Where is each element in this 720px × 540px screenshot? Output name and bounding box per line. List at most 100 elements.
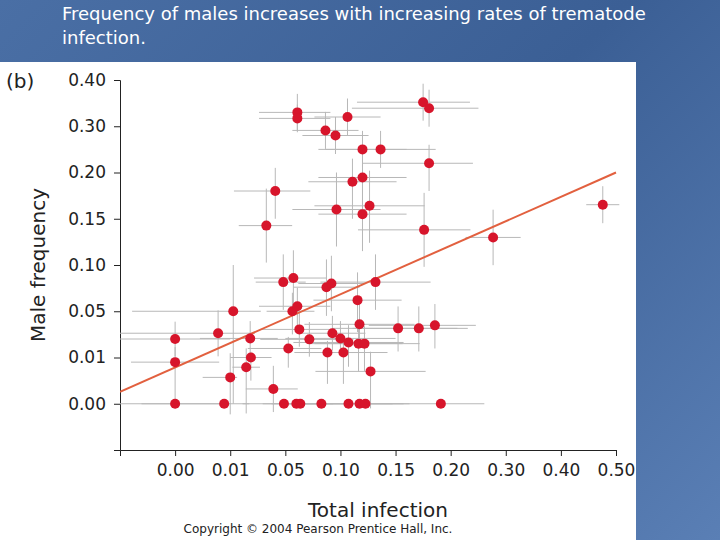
y-tick-label: 0.40 [68,70,106,90]
point [343,399,353,409]
point [370,277,380,287]
point [355,319,365,329]
fit-line [120,173,616,392]
point [219,399,229,409]
y-tick-mark [114,80,120,81]
x-tick-mark [616,450,617,456]
y-tick: 0.20 [68,162,120,182]
copyright: Copyright © 2004 Pearson Prentice Hall, … [184,522,453,536]
x-tick: 0.00 [157,450,195,480]
y-axis-title: Male frequency [26,188,50,342]
x-tick-label: 0.05 [267,460,305,480]
y-tick-mark [114,311,120,312]
point [278,277,288,287]
y-error-bar [230,353,231,414]
point [295,399,305,409]
y-tick: 0.01 [68,347,120,367]
y-axis: 0.00 0.01 0.05 0.10 0.15 0.20 0.30 0.40 [68,70,120,451]
point [320,125,330,135]
point [430,320,440,330]
y-error-bar [233,265,234,404]
point [366,366,376,376]
point [353,295,363,305]
point [170,334,180,344]
x-error-bar [132,311,261,312]
y-error-bar [327,341,328,384]
point [228,306,238,316]
y-tick: 0.30 [68,116,120,136]
point [598,200,608,210]
y-tick: 0.15 [68,209,120,229]
point [326,279,336,289]
point [292,113,302,123]
x-tick-mark [285,450,286,456]
y-error-bar [352,159,353,219]
x-error-bar [357,102,470,103]
y-tick: 0.05 [68,301,120,321]
point [424,103,434,113]
x-error-bar [358,229,470,230]
x-tick: 0.15 [377,450,415,480]
y-tick-mark [114,219,120,220]
x-tick: 0.10 [322,450,360,480]
point [279,399,289,409]
x-tick-mark [561,450,562,456]
point [357,172,367,182]
y-tick-label: 0.15 [68,209,106,229]
x-axis-line [121,451,617,457]
x-tick-label: 0.00 [157,460,195,480]
point [365,201,375,211]
x-tick-label: 0.15 [377,460,415,480]
y-tick: 0.00 [68,394,120,414]
slide-title: Frequency of males increases with increa… [62,2,662,50]
y-tick-label: 0.00 [68,394,106,414]
y-tick-mark [114,126,120,127]
x-error-bar [352,108,479,109]
lines [120,173,616,392]
x-error-bar [364,403,485,404]
x-tick-mark [230,450,231,456]
point [245,333,255,343]
point [213,328,223,338]
x-tick-mark [506,450,507,456]
x-tick-label: 0.50 [598,460,636,480]
x-tick-label: 0.20 [432,460,470,480]
x-tick: 0.01 [212,450,250,480]
y-tick-label: 0.10 [68,255,106,275]
point [359,339,369,349]
y-tick-label: 0.01 [68,347,106,367]
point [270,186,280,196]
point [261,221,271,231]
point [393,323,403,333]
x-tick-mark [451,450,452,456]
point [331,205,341,215]
y-error-bar [343,341,344,384]
point [283,343,293,353]
point [246,353,256,363]
point [170,357,180,367]
y-tick-mark [114,358,120,359]
y-error-bar [358,326,359,371]
x-error-bar [120,333,255,334]
point [357,144,367,154]
x-tick: 0.20 [432,450,470,480]
point [376,144,386,154]
x-tick: 0.30 [487,450,525,480]
x-tick: 0.05 [267,450,305,480]
y-axis-line [114,81,121,451]
x-tick-label: 0.10 [322,460,360,480]
point [241,362,251,372]
x-tick-mark [396,450,397,456]
x-tick-label: 0.40 [542,460,580,480]
point [288,273,298,283]
y-tick: 0.10 [68,255,120,275]
point [414,323,424,333]
point [322,348,332,358]
point [268,384,278,394]
x-error-bar [363,163,473,164]
y-tick-label: 0.30 [68,116,106,136]
point [357,209,367,219]
point [343,337,353,347]
y-tick-label: 0.20 [68,162,106,182]
y-tick-mark [114,265,120,266]
